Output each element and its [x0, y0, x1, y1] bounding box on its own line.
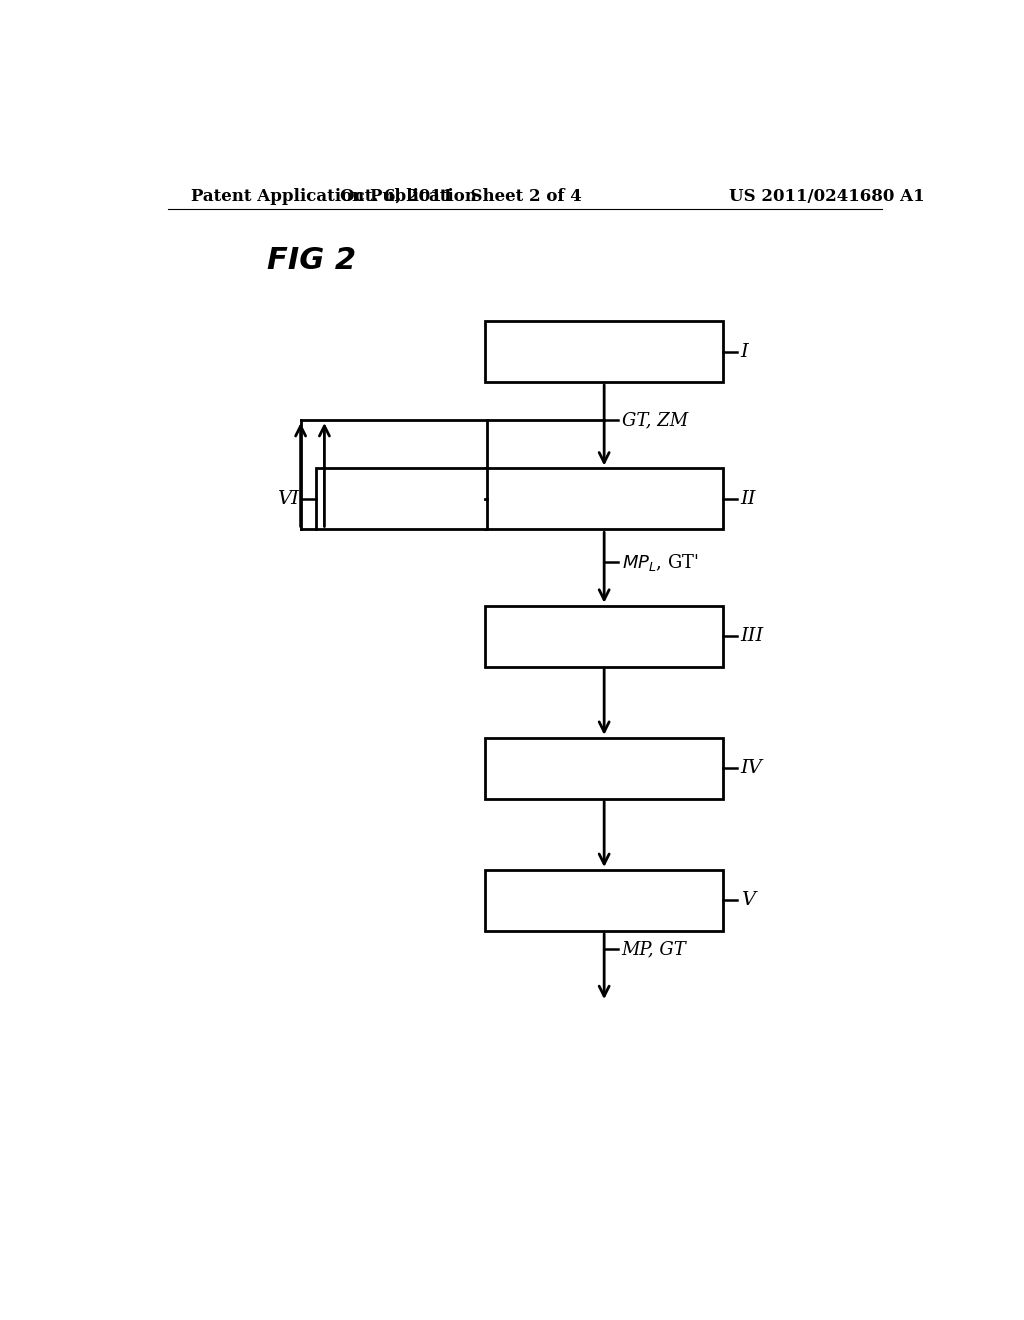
Bar — [485, 870, 723, 931]
Bar — [485, 469, 723, 529]
Text: III: III — [740, 627, 764, 645]
Text: US 2011/0241680 A1: US 2011/0241680 A1 — [728, 187, 925, 205]
Text: GT, ZM: GT, ZM — [622, 411, 688, 429]
Bar — [485, 738, 723, 799]
Bar — [485, 321, 723, 381]
Text: FIG 2: FIG 2 — [267, 246, 356, 275]
Bar — [485, 606, 723, 667]
Bar — [316, 469, 487, 529]
Text: MP, GT: MP, GT — [622, 940, 686, 958]
Text: VI: VI — [278, 490, 299, 508]
Text: Oct. 6, 2011   Sheet 2 of 4: Oct. 6, 2011 Sheet 2 of 4 — [340, 187, 583, 205]
Text: $\mathit{MP_L}$, GT': $\mathit{MP_L}$, GT' — [622, 552, 698, 573]
Text: IV: IV — [740, 759, 763, 777]
Text: Patent Application Publication: Patent Application Publication — [191, 187, 477, 205]
Text: V: V — [740, 891, 755, 909]
Text: I: I — [740, 342, 749, 360]
Text: II: II — [740, 490, 756, 508]
